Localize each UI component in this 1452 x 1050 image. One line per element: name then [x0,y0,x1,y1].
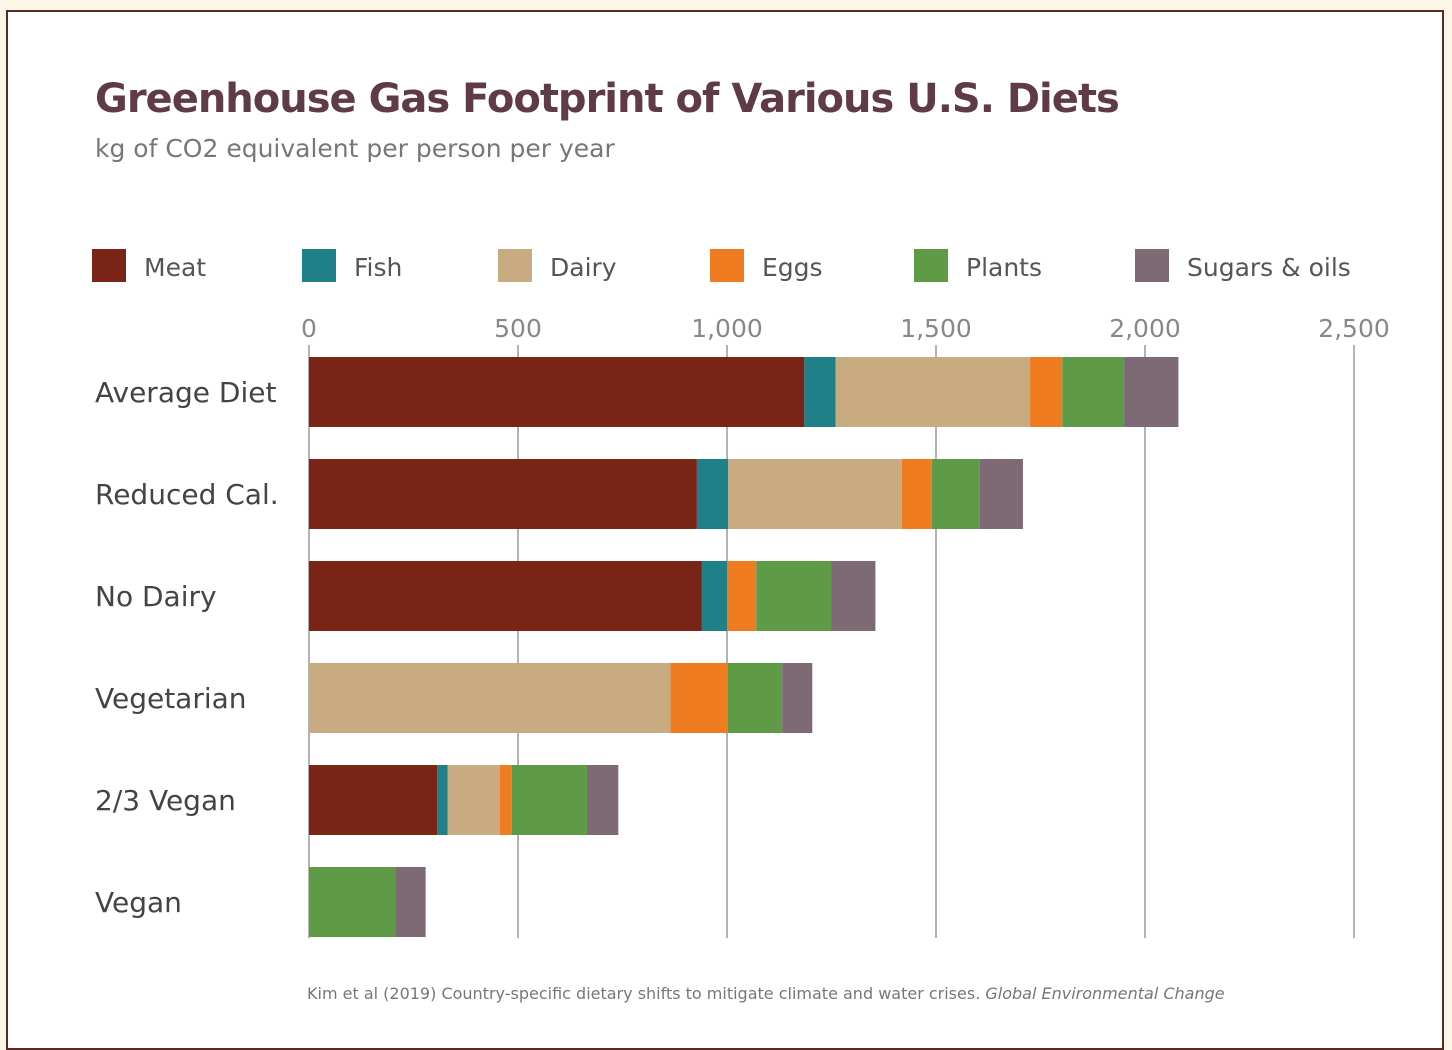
bar-no-dairy-eggs [727,561,757,631]
bar-2-3-vegan-eggs [500,765,512,835]
legend-label-sugars-oils: Sugars & oils [1187,253,1351,282]
bar-reduced-cal-dairy [728,459,902,529]
source-citation: Kim et al (2019) Country-specific dietar… [307,984,1225,1003]
chart-title: Greenhouse Gas Footprint of Various U.S.… [95,76,1120,122]
chart-frame [6,10,1444,1050]
legend-label-eggs: Eggs [762,253,823,282]
bar-average-diet-sugars-oils [1124,357,1179,427]
category-label-average-diet: Average Diet [95,376,276,409]
legend-label-plants: Plants [966,253,1043,282]
bar-vegan-sugars-oils [395,867,426,937]
category-label-2-3-vegan: 2/3 Vegan [95,784,236,817]
bar-vegetarian-eggs [670,663,728,733]
category-label-reduced-cal: Reduced Cal. [95,478,279,511]
legend-swatch-dairy [498,249,532,282]
bar-average-diet-eggs [1030,357,1063,427]
bar-no-dairy-plants [756,561,832,631]
legend-label-fish: Fish [354,253,403,282]
bar-no-dairy-meat [309,561,702,631]
bar-2-3-vegan-dairy [447,765,501,835]
bar-reduced-cal-sugars-oils [979,459,1023,529]
source-text: Kim et al (2019) Country-specific dietar… [307,984,981,1003]
bar-no-dairy-fish [701,561,727,631]
bar-2-3-vegan-fish [437,765,448,835]
bar-no-dairy-sugars-oils [831,561,876,631]
bar-2-3-vegan-meat [309,765,438,835]
legend-swatch-meat [92,249,126,282]
legend-label-meat: Meat [144,253,207,282]
bar-vegetarian-sugars-oils [782,663,813,733]
x-tick-label-500: 500 [494,314,542,343]
bar-reduced-cal-meat [309,459,697,529]
bar-reduced-cal-eggs [901,459,932,529]
bar-reduced-cal-plants [931,459,980,529]
bar-average-diet-plants [1062,357,1125,427]
legend-swatch-eggs [710,249,744,282]
x-tick-label-1000: 1,000 [691,314,763,343]
bar-average-diet-fish [804,357,836,427]
x-tick-label-2000: 2,000 [1109,314,1181,343]
category-label-no-dairy: No Dairy [95,580,217,613]
bar-average-diet-meat [309,357,805,427]
bar-2-3-vegan-sugars-oils [586,765,619,835]
bar-vegetarian-plants [727,663,783,733]
x-tick-label-2500: 2,500 [1318,314,1390,343]
legend: Meat Fish Dairy Eggs Plants Sugars & oil… [0,0,1452,300]
bar-average-diet-dairy [835,357,1031,427]
legend-swatch-sugars-oils [1135,249,1169,282]
legend-swatch-fish [302,249,336,282]
bar-2-3-vegan-plants [511,765,587,835]
source-journal: Global Environmental Change [985,984,1225,1003]
category-label-vegan: Vegan [95,886,182,919]
chart-subtitle: kg of CO2 equivalent per person per year [95,134,615,163]
bar-vegan-plants [309,867,396,937]
x-tick-label-1500: 1,500 [900,314,972,343]
bar-reduced-cal-fish [696,459,729,529]
x-tick-label-0: 0 [301,314,317,343]
legend-label-dairy: Dairy [550,253,617,282]
category-label-vegetarian: Vegetarian [95,682,247,715]
legend-swatch-plants [914,249,948,282]
bar-vegetarian-dairy [309,663,671,733]
